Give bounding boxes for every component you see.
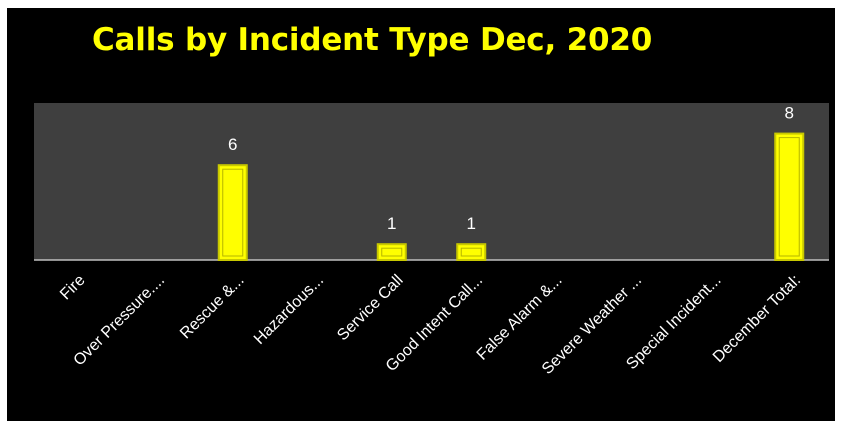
plot-area (34, 103, 829, 260)
chart-title: Calls by Incident Type Dec, 2020 (92, 22, 653, 58)
category-label: Service Call (334, 272, 406, 344)
bar-series (217, 132, 805, 262)
data-labels: 6 1 1 8 (228, 104, 794, 234)
category-label: Hazardous... (251, 272, 327, 348)
bar (217, 164, 248, 261)
data-label: 1 (387, 214, 396, 233)
data-label: 8 (785, 104, 794, 123)
category-label: Fire (57, 272, 89, 304)
category-label: False Alarm &... (474, 272, 566, 364)
bar-bevel (222, 168, 244, 257)
bar-bevel (460, 247, 482, 257)
bar-bevel (778, 137, 800, 257)
category-label: December Total: (710, 272, 804, 366)
data-label: 1 (467, 214, 476, 233)
category-label: Rescue &... (177, 272, 248, 343)
bar (774, 132, 805, 262)
data-label: 6 (228, 135, 237, 154)
bar-bevel (381, 247, 403, 257)
